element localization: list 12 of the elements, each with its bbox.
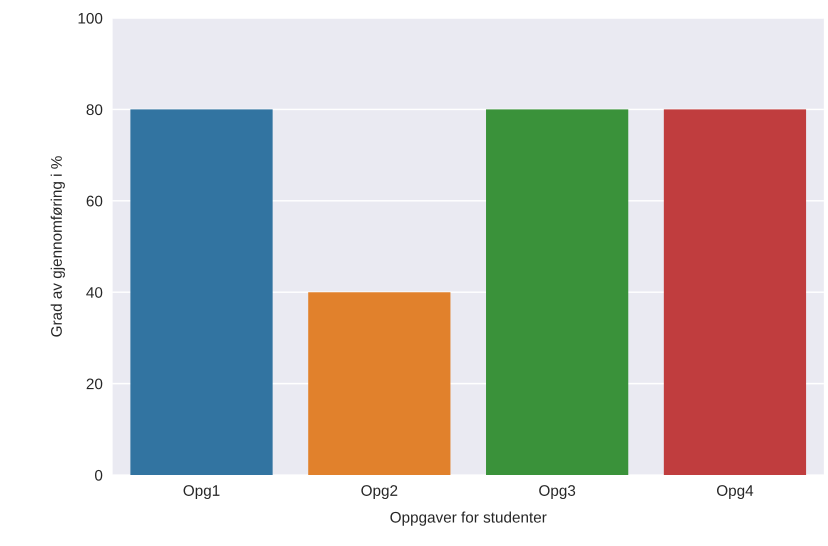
y-tick-label: 80: [86, 104, 102, 116]
x-axis-title: Oppgaver for studenter: [390, 511, 547, 526]
y-axis-title: Grad av gjennomføring i %: [50, 156, 65, 337]
y-tick-label: 0: [94, 470, 102, 481]
x-tick-label: Opg2: [361, 485, 398, 499]
y-tick-label: 100: [78, 12, 102, 24]
y-tick-label: 20: [86, 378, 102, 390]
y-tick-label: 40: [86, 287, 102, 298]
x-tick-label: Opg1: [184, 485, 220, 499]
y-tick-label: 60: [86, 196, 102, 207]
x-tick-label: Opg4: [716, 485, 754, 499]
x-tick-label: Opg3: [539, 485, 576, 499]
